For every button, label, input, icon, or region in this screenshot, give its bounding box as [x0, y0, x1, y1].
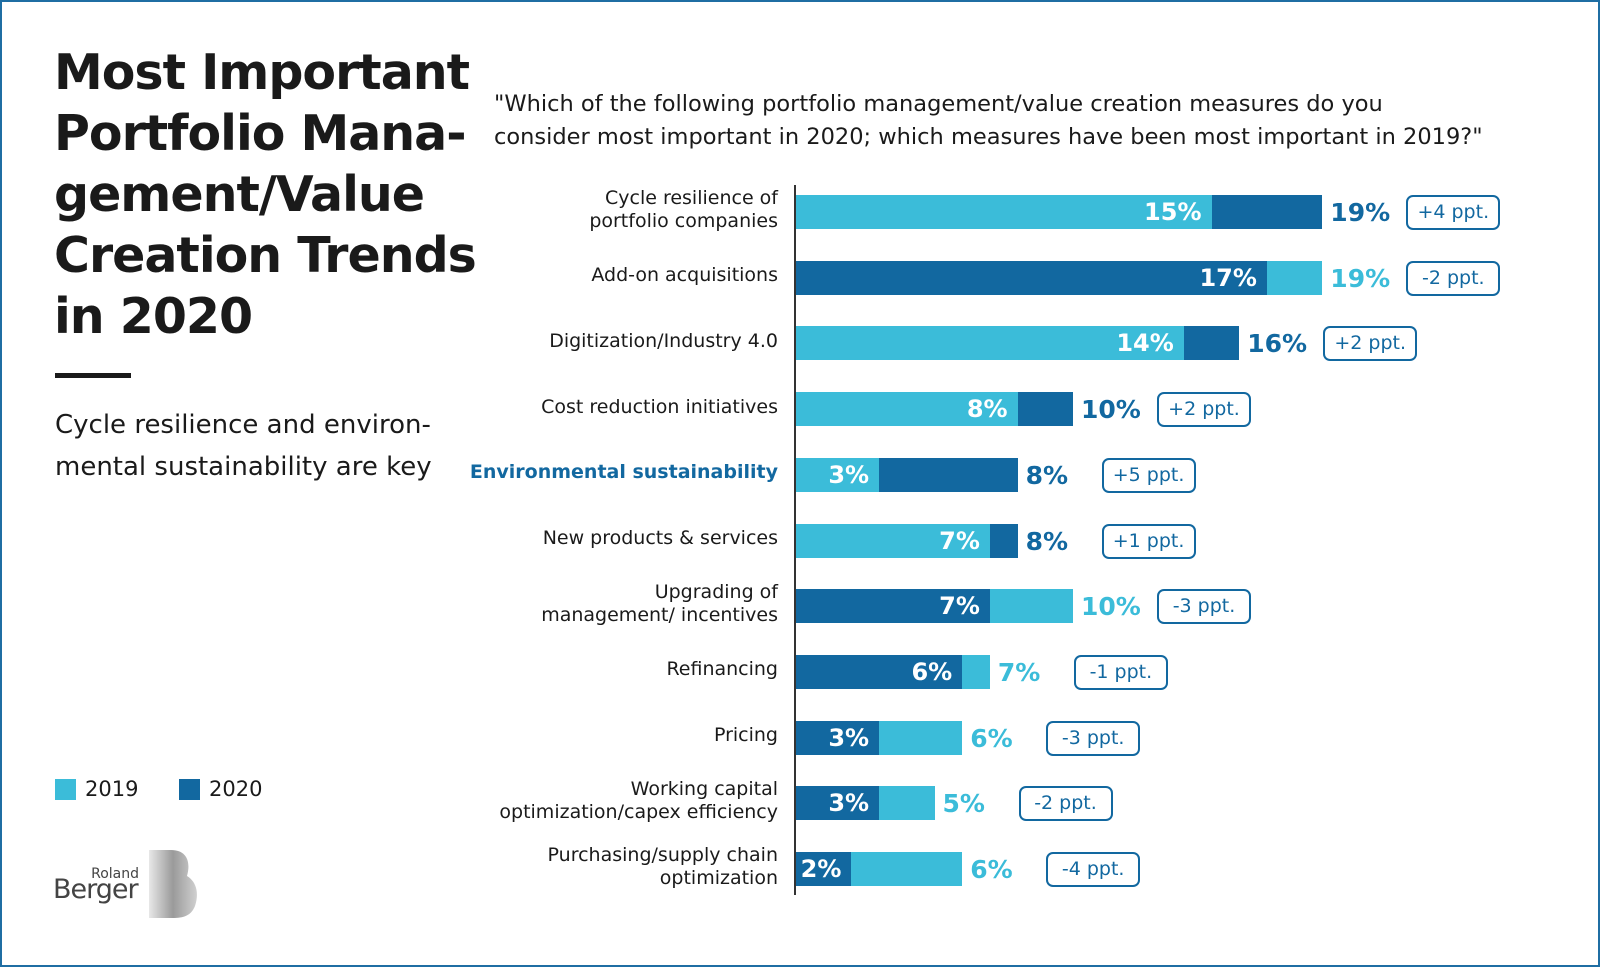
value-label: 16%	[1247, 329, 1308, 359]
legend-swatch	[179, 779, 200, 800]
legend-label: 2020	[209, 777, 263, 801]
bar	[796, 457, 880, 492]
bar	[796, 523, 990, 558]
category-label: Add-on acquisitions	[591, 264, 778, 287]
value-label: 8%	[1025, 460, 1069, 490]
bar	[796, 195, 1212, 229]
value-label: 14%	[1116, 329, 1174, 358]
bar	[796, 786, 880, 821]
bar	[796, 260, 1267, 295]
change-label: -4 ppt.	[1046, 852, 1141, 887]
change-label: +4 ppt.	[1406, 195, 1501, 230]
value-label: 5%	[942, 789, 985, 819]
logo-text: Berger	[53, 874, 139, 905]
change-label: -2 ppt.	[1018, 786, 1113, 822]
value-label: 3%	[828, 789, 870, 818]
bar	[796, 589, 990, 624]
category-label: Cost reduction initiatives	[541, 395, 778, 418]
logo-mark	[149, 850, 197, 918]
value-label: 10%	[1081, 395, 1141, 425]
category-label: Upgrading of management/ incentives	[541, 581, 778, 627]
value-label: 17%	[1199, 263, 1257, 292]
change-label: +2 ppt.	[1323, 326, 1418, 362]
value-label: 2%	[800, 855, 842, 883]
value-label: 7%	[939, 592, 980, 621]
category-label: Refinancing	[666, 658, 778, 681]
category-label: New products & services	[542, 527, 778, 549]
value-label: 7%	[997, 657, 1041, 687]
category-label: Cycle resilience of portfolio companies	[589, 187, 778, 232]
category-label: Digitization/Industry 4.0	[549, 329, 778, 352]
category-label: Environmental sustainability	[469, 461, 778, 484]
category-label: Purchasing/supply chain optimization	[547, 844, 778, 889]
bar	[796, 852, 852, 886]
change-label: -3 ppt.	[1157, 589, 1251, 625]
bar	[796, 720, 880, 755]
axis-line	[794, 185, 796, 895]
change-label: +5 ppt.	[1101, 457, 1196, 493]
value-label: 8%	[966, 395, 1008, 424]
value-label: 8%	[1025, 526, 1069, 556]
subtitle: Cycle resilience and environ- mental sus…	[55, 410, 432, 482]
bar	[796, 392, 1018, 427]
change-label: +2 ppt.	[1157, 392, 1251, 428]
value-label: 6%	[970, 723, 1013, 753]
bar	[796, 326, 1184, 361]
value-label: 19%	[1330, 198, 1391, 227]
legend-swatch	[55, 779, 76, 800]
bar	[796, 654, 963, 689]
value-label: 10%	[1081, 592, 1141, 622]
logo-text: Roland	[91, 866, 139, 882]
value-label: 3%	[828, 723, 870, 752]
value-label: 6%	[970, 855, 1013, 884]
value-label: 7%	[939, 526, 980, 555]
change-label: -1 ppt.	[1073, 654, 1168, 690]
value-label: 6%	[911, 657, 953, 686]
change-label: -3 ppt.	[1046, 720, 1141, 756]
title-rule	[55, 373, 131, 378]
legend-label: 2019	[85, 777, 139, 801]
question: "Which of the following portfolio manage…	[494, 91, 1483, 150]
category-label: Working capital optimization/capex effic…	[499, 778, 778, 824]
category-label: Pricing	[713, 724, 778, 747]
value-label: 15%	[1144, 198, 1202, 226]
change-label: -2 ppt.	[1406, 260, 1501, 296]
value-label: 19%	[1330, 263, 1391, 293]
change-label: +1 ppt.	[1101, 523, 1196, 559]
title: Most Important Portfolio Mana- gement/Va…	[54, 44, 477, 345]
value-label: 3%	[828, 460, 870, 489]
